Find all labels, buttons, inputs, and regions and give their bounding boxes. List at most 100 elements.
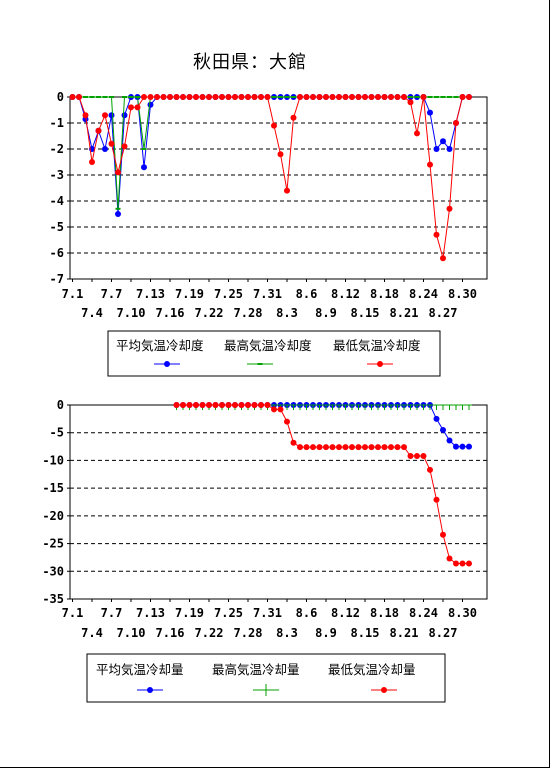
- point-min: [134, 104, 141, 111]
- point-min: [258, 94, 264, 100]
- point-avg: [440, 138, 446, 145]
- point-max: [407, 404, 414, 410]
- y-tick-label: -5: [50, 220, 64, 234]
- point-min: [466, 94, 472, 100]
- point-max: [362, 404, 368, 410]
- point-avg: [433, 146, 440, 152]
- x-tick-label: 7.1: [62, 606, 84, 620]
- x-tick-label: 8.30: [448, 606, 477, 620]
- y-tick-label: -6: [50, 246, 64, 260]
- point-avg: [466, 443, 472, 450]
- point-max: [355, 404, 362, 410]
- series-line-avg: [72, 96, 469, 215]
- x-tick-label: 7.10: [117, 626, 146, 640]
- x-tick-label: 8.9: [315, 306, 337, 320]
- y-tick-label: -30: [42, 564, 64, 578]
- point-min: [206, 402, 212, 408]
- point-min: [336, 94, 342, 100]
- x-tick-label: 7.25: [214, 287, 243, 301]
- point-min: [407, 99, 414, 106]
- point-min: [394, 94, 401, 100]
- y-tick-label: -1: [50, 116, 64, 130]
- point-min: [115, 169, 121, 176]
- point-avg: [427, 109, 433, 116]
- x-tick-label: 7.16: [156, 626, 185, 640]
- point-max: [394, 404, 401, 410]
- point-max: [368, 404, 375, 410]
- point-min: [186, 402, 193, 408]
- point-min: [433, 496, 440, 503]
- point-min: [316, 444, 323, 451]
- point-min: [290, 114, 297, 121]
- point-avg: [108, 112, 115, 119]
- point-min: [381, 94, 388, 100]
- point-min: [128, 104, 134, 111]
- point-avg: [141, 164, 147, 171]
- point-min: [420, 94, 427, 100]
- x-tick-label: 7.19: [175, 606, 204, 620]
- point-min: [342, 444, 349, 451]
- point-avg: [115, 211, 121, 217]
- point-max: [420, 404, 427, 410]
- legend-box: [107, 330, 441, 377]
- x-tick-label: 7.25: [214, 606, 243, 620]
- x-tick-label: 7.7: [101, 287, 123, 301]
- x-tick-label: 7.31: [253, 287, 282, 301]
- x-tick-label: 7.7: [101, 606, 123, 620]
- point-min: [69, 94, 76, 100]
- point-min: [290, 439, 297, 446]
- point-max: [381, 404, 388, 410]
- point-max: [453, 404, 459, 410]
- x-tick-label: 7.22: [195, 306, 224, 320]
- point-min: [173, 94, 180, 100]
- x-tick-label: 8.27: [429, 626, 458, 640]
- point-min: [466, 560, 472, 567]
- x-tick-label: 8.6: [296, 287, 318, 301]
- y-tick-label: 0: [57, 398, 64, 412]
- x-tick-label: 8.21: [390, 626, 419, 640]
- point-min: [245, 402, 251, 408]
- point-min: [206, 94, 212, 100]
- point-min: [245, 94, 251, 100]
- point-min: [277, 151, 284, 158]
- point-min: [277, 406, 284, 413]
- point-min: [82, 112, 89, 119]
- x-tick-label: 8.21: [390, 306, 419, 320]
- point-min: [336, 444, 342, 451]
- point-max: [446, 404, 453, 410]
- point-min: [76, 94, 82, 100]
- point-min: [310, 444, 316, 451]
- point-min: [459, 560, 466, 567]
- plot-area: [69, 96, 488, 280]
- point-min: [375, 94, 381, 100]
- y-tick-label: -15: [42, 481, 64, 495]
- point-min: [349, 444, 355, 451]
- point-min: [297, 94, 303, 100]
- point-min: [414, 452, 420, 459]
- point-max: [297, 404, 303, 410]
- series-line-min: [72, 96, 469, 259]
- point-min: [316, 94, 323, 100]
- point-min: [310, 94, 316, 100]
- x-tick-label: 7.10: [117, 306, 146, 320]
- point-min: [362, 94, 368, 100]
- point-min: [342, 94, 349, 100]
- legend-marker-min: [377, 361, 383, 367]
- x-tick-label: 7.28: [234, 306, 263, 320]
- x-tick-label: 8.27: [429, 306, 458, 320]
- point-max: [440, 404, 446, 410]
- point-max: [310, 404, 316, 410]
- point-min: [219, 402, 225, 408]
- point-min: [212, 402, 219, 408]
- legend-label: 平均気温冷却度: [116, 338, 204, 353]
- x-tick-label: 7.28: [234, 626, 263, 640]
- point-avg: [453, 443, 459, 450]
- point-max: [427, 404, 433, 410]
- chart-title: 秋田県：大館: [193, 52, 307, 73]
- point-min: [219, 94, 225, 100]
- point-min: [420, 452, 427, 459]
- legend-label: 最低気温冷却量: [328, 662, 416, 677]
- x-tick-label: 7.13: [136, 287, 165, 301]
- point-min: [271, 406, 277, 413]
